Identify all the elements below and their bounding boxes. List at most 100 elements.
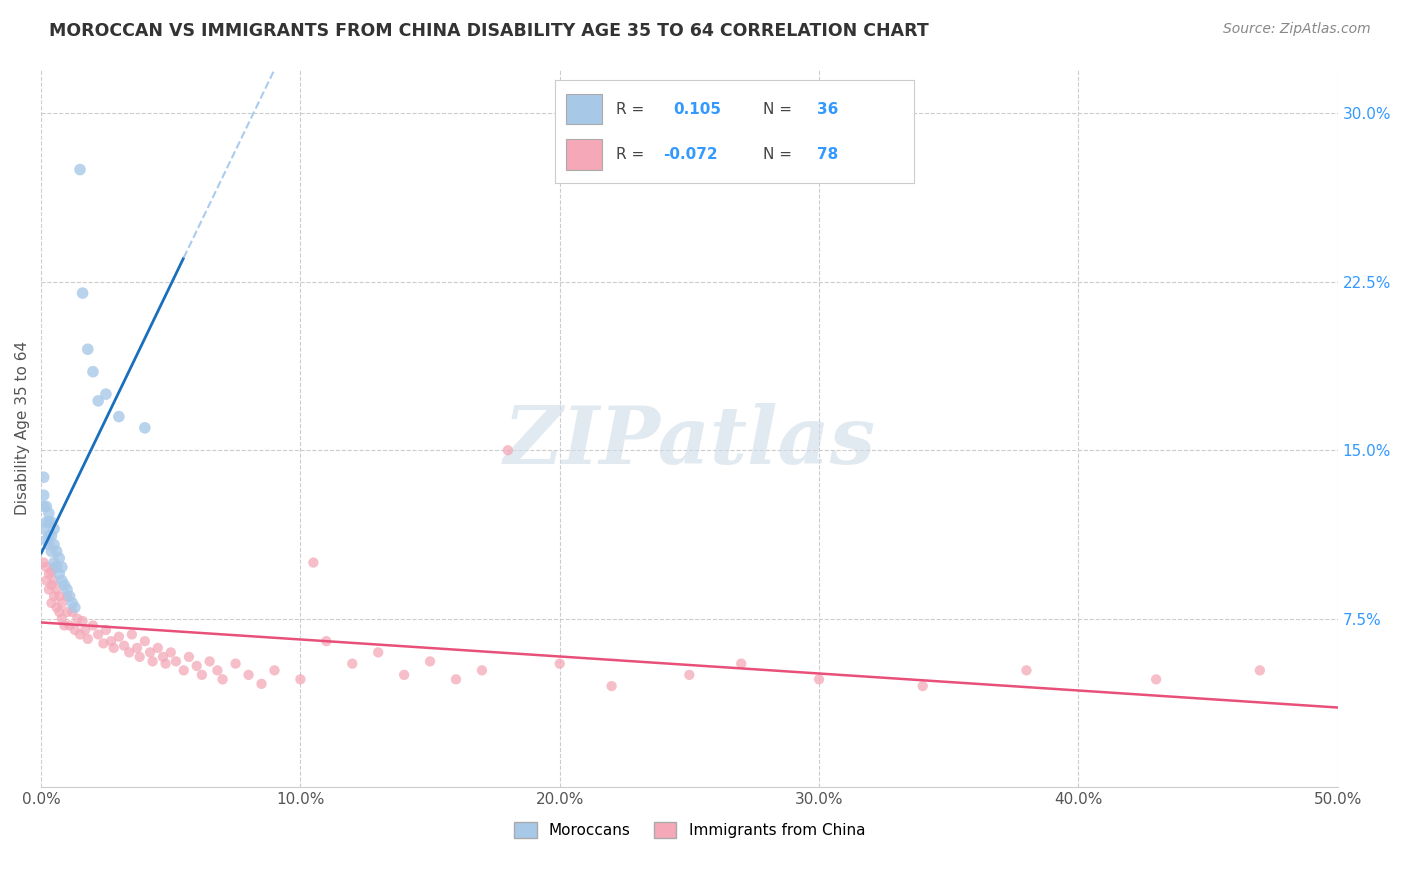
Point: [38, 515, 60, 529]
Point: [118, 645, 141, 659]
Point: [38, 566, 60, 581]
Point: [211, 673, 233, 687]
Point: [1249, 664, 1271, 678]
Point: [678, 668, 700, 682]
Text: N =: N =: [763, 102, 793, 117]
Point: [87, 393, 110, 408]
Text: 78: 78: [817, 146, 838, 161]
Point: [302, 556, 325, 570]
Point: [392, 668, 415, 682]
Point: [51, 612, 73, 626]
Point: [41, 528, 63, 542]
Point: [152, 649, 174, 664]
Point: [53, 578, 76, 592]
Point: [42, 522, 65, 536]
Point: [63, 623, 86, 637]
Point: [76, 632, 98, 646]
Point: [32, 488, 55, 502]
Point: [125, 640, 148, 655]
Point: [41, 596, 63, 610]
Point: [42, 556, 65, 570]
Point: [42, 560, 65, 574]
Text: ZIPatlas: ZIPatlas: [503, 403, 876, 481]
Point: [94, 387, 117, 401]
Point: [32, 500, 55, 514]
Point: [48, 566, 70, 581]
Text: Source: ZipAtlas.com: Source: ZipAtlas.com: [1223, 22, 1371, 37]
Y-axis label: Disability Age 35 to 64: Disability Age 35 to 64: [15, 341, 30, 515]
Point: [42, 538, 65, 552]
Point: [59, 589, 82, 603]
Point: [1144, 673, 1167, 687]
Point: [367, 645, 389, 659]
Point: [103, 640, 125, 655]
Point: [177, 649, 200, 664]
Point: [41, 578, 63, 592]
Text: MOROCCAN VS IMMIGRANTS FROM CHINA DISABILITY AGE 35 TO 64 CORRELATION CHART: MOROCCAN VS IMMIGRANTS FROM CHINA DISABI…: [49, 22, 929, 40]
Point: [250, 677, 273, 691]
Point: [45, 582, 67, 597]
Point: [51, 560, 73, 574]
Point: [730, 657, 752, 671]
Point: [41, 565, 63, 579]
Text: R =: R =: [616, 146, 644, 161]
Point: [134, 634, 156, 648]
Bar: [567, 94, 602, 124]
Point: [471, 664, 494, 678]
Point: [238, 668, 260, 682]
Point: [48, 589, 70, 603]
Point: [56, 605, 79, 619]
Point: [225, 657, 247, 671]
Point: [911, 679, 934, 693]
Point: [60, 605, 83, 619]
Point: [121, 627, 143, 641]
Legend: Moroccans, Immigrants from China: Moroccans, Immigrants from China: [508, 816, 872, 844]
Point: [146, 640, 169, 655]
Point: [159, 645, 181, 659]
Point: [342, 657, 364, 671]
Point: [173, 664, 195, 678]
Point: [207, 664, 229, 678]
Point: [59, 618, 82, 632]
Text: R =: R =: [616, 102, 644, 117]
Point: [290, 673, 312, 687]
Point: [45, 600, 67, 615]
Bar: [567, 139, 602, 169]
Point: [41, 515, 63, 529]
Point: [315, 634, 337, 648]
Point: [42, 589, 65, 603]
Point: [38, 506, 60, 520]
Point: [808, 673, 831, 687]
Point: [38, 538, 60, 552]
Point: [69, 627, 91, 641]
Point: [51, 596, 73, 610]
Point: [66, 612, 89, 626]
Point: [72, 286, 94, 301]
Point: [128, 649, 150, 664]
Text: N =: N =: [763, 146, 793, 161]
Point: [60, 596, 83, 610]
Point: [32, 470, 55, 484]
Point: [94, 623, 117, 637]
Point: [32, 522, 55, 536]
Point: [496, 443, 519, 458]
Point: [38, 528, 60, 542]
Point: [186, 658, 208, 673]
Point: [600, 679, 623, 693]
Text: 36: 36: [817, 102, 838, 117]
Text: 0.105: 0.105: [673, 102, 721, 117]
Text: -0.072: -0.072: [664, 146, 717, 161]
Point: [139, 645, 162, 659]
Point: [263, 664, 285, 678]
Point: [63, 600, 86, 615]
Point: [35, 500, 58, 514]
Point: [38, 582, 60, 597]
Point: [75, 623, 97, 637]
Point: [48, 551, 70, 566]
Point: [142, 654, 165, 668]
Point: [87, 627, 110, 641]
Point: [134, 421, 156, 435]
Point: [48, 605, 70, 619]
Point: [35, 533, 58, 548]
Point: [35, 560, 58, 574]
